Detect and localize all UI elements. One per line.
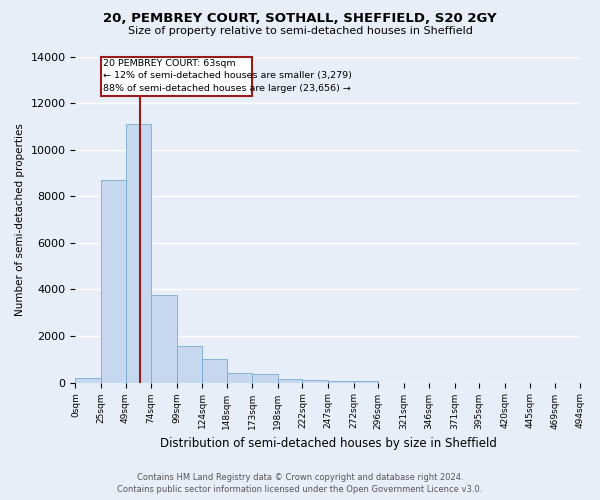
Bar [76,378,101,382]
Bar [151,295,176,382]
Bar [252,374,278,382]
Bar [101,180,125,382]
Bar [125,124,151,382]
Bar [278,379,302,382]
Bar [176,346,202,382]
X-axis label: Distribution of semi-detached houses by size in Sheffield: Distribution of semi-detached houses by … [160,437,496,450]
Text: 20 PEMBREY COURT: 63sqm
← 12% of semi-detached houses are smaller (3,279)
88% of: 20 PEMBREY COURT: 63sqm ← 12% of semi-de… [103,59,352,93]
Y-axis label: Number of semi-detached properties: Number of semi-detached properties [15,123,25,316]
Text: Contains HM Land Registry data © Crown copyright and database right 2024.
Contai: Contains HM Land Registry data © Crown c… [118,472,482,494]
Bar [227,374,252,382]
Text: Size of property relative to semi-detached houses in Sheffield: Size of property relative to semi-detach… [128,26,472,36]
Bar [302,380,328,382]
FancyBboxPatch shape [101,56,252,96]
Text: 20, PEMBREY COURT, SOTHALL, SHEFFIELD, S20 2GY: 20, PEMBREY COURT, SOTHALL, SHEFFIELD, S… [103,12,497,26]
Bar [202,360,227,382]
